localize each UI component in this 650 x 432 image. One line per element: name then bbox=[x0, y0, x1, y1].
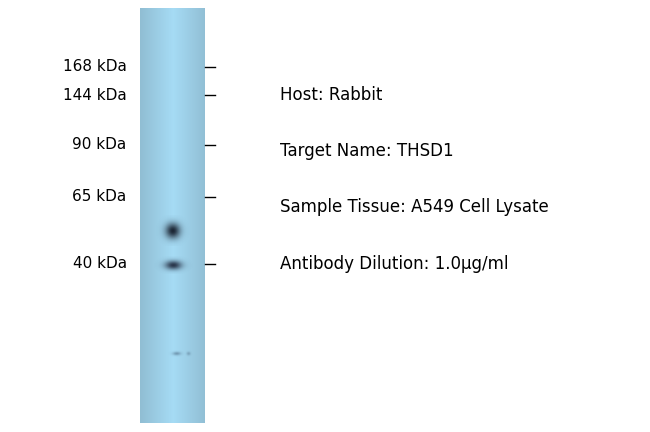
Text: 90 kDa: 90 kDa bbox=[73, 137, 127, 152]
Text: Target Name: THSD1: Target Name: THSD1 bbox=[280, 142, 453, 160]
Text: 168 kDa: 168 kDa bbox=[63, 60, 127, 74]
Text: 144 kDa: 144 kDa bbox=[63, 88, 127, 102]
Text: Sample Tissue: A549 Cell Lysate: Sample Tissue: A549 Cell Lysate bbox=[280, 198, 548, 216]
Text: Antibody Dilution: 1.0µg/ml: Antibody Dilution: 1.0µg/ml bbox=[280, 254, 508, 273]
Text: Host: Rabbit: Host: Rabbit bbox=[280, 86, 382, 104]
Text: 65 kDa: 65 kDa bbox=[73, 189, 127, 204]
FancyBboxPatch shape bbox=[140, 9, 205, 423]
Text: 40 kDa: 40 kDa bbox=[73, 256, 127, 271]
